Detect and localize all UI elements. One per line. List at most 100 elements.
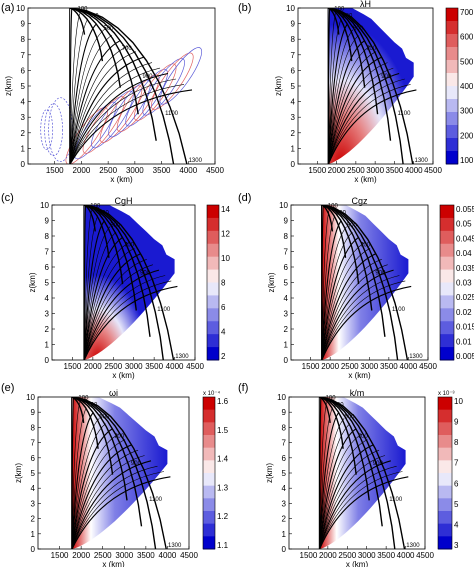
contour-label: 900 — [381, 74, 392, 80]
colorbar-band — [207, 269, 219, 283]
colorbar-tick-label: 0.04 — [456, 249, 472, 258]
colorbar-band — [438, 536, 452, 550]
colorbar-band — [440, 347, 454, 361]
colorbar-band — [446, 151, 458, 165]
x-tick-label: 4000 — [397, 551, 415, 560]
panel-title: ωi — [109, 388, 118, 398]
wave-contour — [74, 101, 117, 160]
contour-label: 1100 — [165, 111, 179, 117]
colorbar-band — [203, 397, 215, 411]
colorbar-tick-label: 1.4 — [217, 455, 229, 464]
time-contour — [319, 397, 406, 549]
time-contour — [71, 397, 114, 475]
x-tick-label: 4000 — [159, 551, 177, 560]
time-contour — [321, 205, 347, 258]
colorbar-band — [446, 125, 458, 139]
time-contour — [71, 397, 99, 449]
x-tick-label: 3000 — [115, 551, 133, 560]
ray-path — [71, 471, 165, 549]
x-tick-label: 1500 — [300, 551, 318, 560]
time-contour — [69, 8, 121, 88]
colorbar-band — [207, 282, 219, 296]
panel-title: CgH — [114, 196, 132, 206]
colorbar-tick-label: 200 — [460, 131, 474, 140]
ray-path — [83, 220, 105, 360]
time-contour — [83, 205, 175, 360]
colorbar-band — [440, 321, 454, 335]
contour-label: 1300 — [189, 158, 203, 164]
ray-path — [71, 402, 81, 549]
y-tick-label: 9 — [291, 20, 296, 29]
contour-label: 300 — [99, 211, 110, 217]
y-tick-label: 10 — [40, 201, 49, 210]
colorbar-tick-label: 100 — [460, 156, 474, 165]
wave-contour — [44, 103, 63, 157]
colorbar-tick-label: 1.6 — [217, 397, 229, 406]
ray-path — [71, 439, 126, 549]
colorbar-tick-label: 1.5 — [217, 426, 229, 435]
colorbar-band — [446, 34, 458, 48]
colorbar-frame — [437, 396, 453, 550]
y-axis-label: z(km) — [274, 76, 283, 96]
ray-path — [71, 418, 100, 549]
y-tick-label: 4 — [21, 98, 26, 107]
colorbar-tick-label: 6 — [454, 479, 459, 488]
x-axis-label: x (km) — [110, 175, 133, 184]
x-tick-label: 4500 — [416, 551, 434, 560]
ray-path — [84, 280, 172, 360]
x-tick-label: 1500 — [64, 362, 82, 371]
contour-label: 900 — [140, 270, 151, 276]
ray-path — [319, 439, 368, 549]
y-tick-label: 1 — [291, 144, 296, 153]
colorbar-tick-label: 9 — [454, 418, 459, 427]
contour-label: 500 — [344, 415, 355, 421]
ray-path — [328, 62, 388, 164]
y-tick-label: 10 — [286, 4, 295, 13]
contour-label: 1100 — [392, 307, 406, 313]
y-tick-label: 1 — [284, 341, 289, 350]
y-tick-label: 9 — [45, 217, 50, 226]
contour-label: 700 — [360, 243, 371, 249]
x-tick-label: 2000 — [72, 551, 90, 560]
colorbar-band — [440, 243, 454, 258]
y-tick-label: 4 — [282, 484, 287, 493]
panel-label: (e) — [1, 382, 14, 394]
colorbar-tick-label: 6 — [221, 303, 226, 312]
colorbar-band — [207, 217, 219, 232]
colorbar-band — [207, 256, 219, 271]
colorbar-tick-label: 5 — [454, 500, 459, 509]
y-tick-label: 7 — [31, 439, 36, 448]
ray-path — [69, 72, 169, 164]
ray-path — [71, 465, 158, 549]
colorbar-tick-label: 8 — [454, 438, 459, 447]
ray-path — [328, 29, 354, 164]
x-tick-label: 3500 — [377, 551, 395, 560]
y-tick-label: 6 — [31, 454, 36, 463]
colorbar-band — [207, 347, 219, 361]
colorbar-tick-label: 0.005 — [456, 352, 474, 361]
x-axis-label: x (km) — [112, 371, 135, 380]
y-tick-label: 5 — [284, 279, 289, 288]
colorbar-band — [446, 86, 458, 100]
ray-path — [327, 24, 348, 164]
y-axis-label: z(km) — [28, 272, 37, 292]
time-contour — [71, 397, 167, 549]
time-contour — [69, 8, 139, 115]
x-tick-label: 2000 — [319, 551, 337, 560]
ray-path — [69, 51, 137, 164]
y-tick-label: 9 — [31, 408, 36, 417]
y-tick-label: 5 — [21, 82, 26, 91]
ray-path — [69, 8, 73, 164]
colorbar-band — [207, 205, 219, 219]
colorbar-tick-label: 400 — [460, 82, 474, 91]
ray-path — [321, 280, 406, 360]
y-tick-label: 7 — [282, 439, 287, 448]
y-tick-label: 7 — [291, 51, 296, 60]
contour-label: 1300 — [409, 354, 423, 360]
y-tick-label: 4 — [45, 294, 50, 303]
colorbar-band — [446, 112, 458, 126]
